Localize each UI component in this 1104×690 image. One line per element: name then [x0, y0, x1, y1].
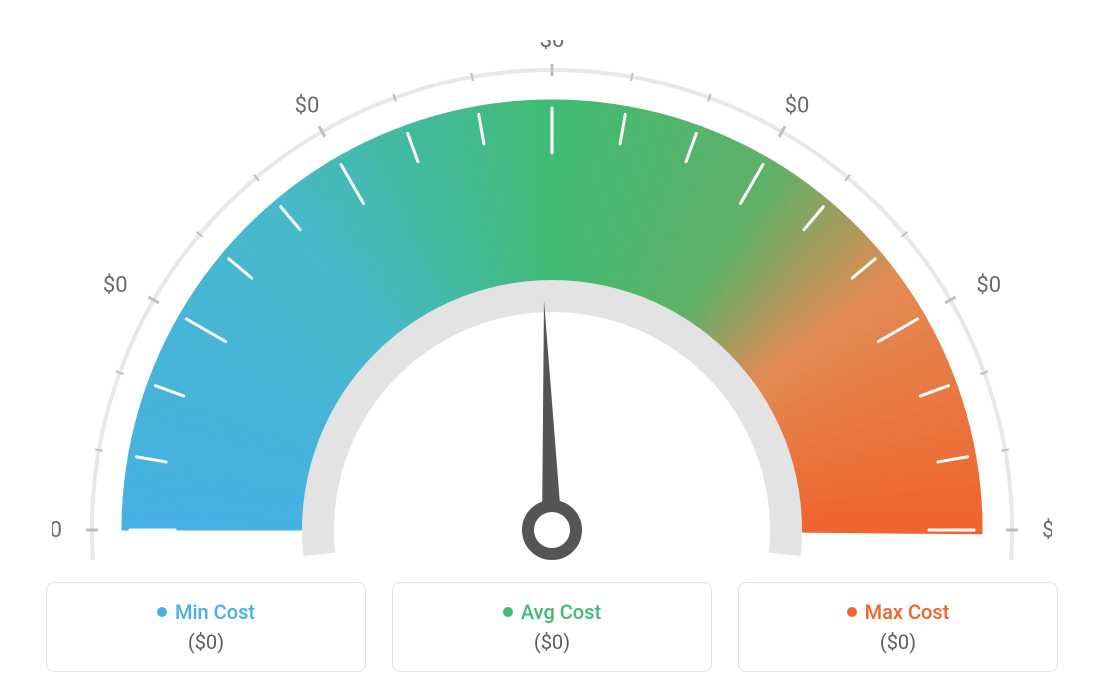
- gauge-chart-container: $0 $0 $0 $0 $0 $0 $0 Min Cost ($0) Avg Cost ($…: [0, 0, 1104, 690]
- legend-head-max: Max Cost: [847, 600, 950, 624]
- gauge-tick-label: $0: [295, 94, 320, 119]
- legend-value-max: ($0): [880, 630, 916, 654]
- gauge-tick-label: $0: [785, 94, 810, 119]
- gauge-tick-label: $0: [103, 273, 128, 298]
- legend-label-avg: Avg Cost: [521, 600, 601, 624]
- gauge-tick-label: $0: [52, 518, 62, 543]
- legend-dot-avg: [503, 607, 513, 617]
- gauge-tick-label: $0: [540, 40, 565, 53]
- legend-head-avg: Avg Cost: [503, 600, 601, 624]
- legend-head-min: Min Cost: [157, 600, 255, 624]
- legend-row: Min Cost ($0) Avg Cost ($0) Max Cost ($0…: [46, 582, 1058, 672]
- legend-card-avg: Avg Cost ($0): [392, 582, 712, 672]
- legend-dot-min: [157, 607, 167, 617]
- legend-value-avg: ($0): [534, 630, 570, 654]
- gauge-svg: $0 $0 $0 $0 $0 $0 $0: [52, 40, 1052, 560]
- gauge-tick-label: $0: [976, 273, 1001, 298]
- legend-dot-max: [847, 607, 857, 617]
- gauge-needle-hub: [528, 506, 576, 554]
- legend-card-min: Min Cost ($0): [46, 582, 366, 672]
- legend-label-max: Max Cost: [865, 600, 950, 624]
- gauge-tick-label: $0: [1042, 518, 1052, 543]
- gauge-needle: [542, 300, 562, 530]
- gauge-chart: $0 $0 $0 $0 $0 $0 $0: [52, 40, 1052, 560]
- legend-value-min: ($0): [188, 630, 224, 654]
- legend-card-max: Max Cost ($0): [738, 582, 1058, 672]
- legend-label-min: Min Cost: [175, 600, 255, 624]
